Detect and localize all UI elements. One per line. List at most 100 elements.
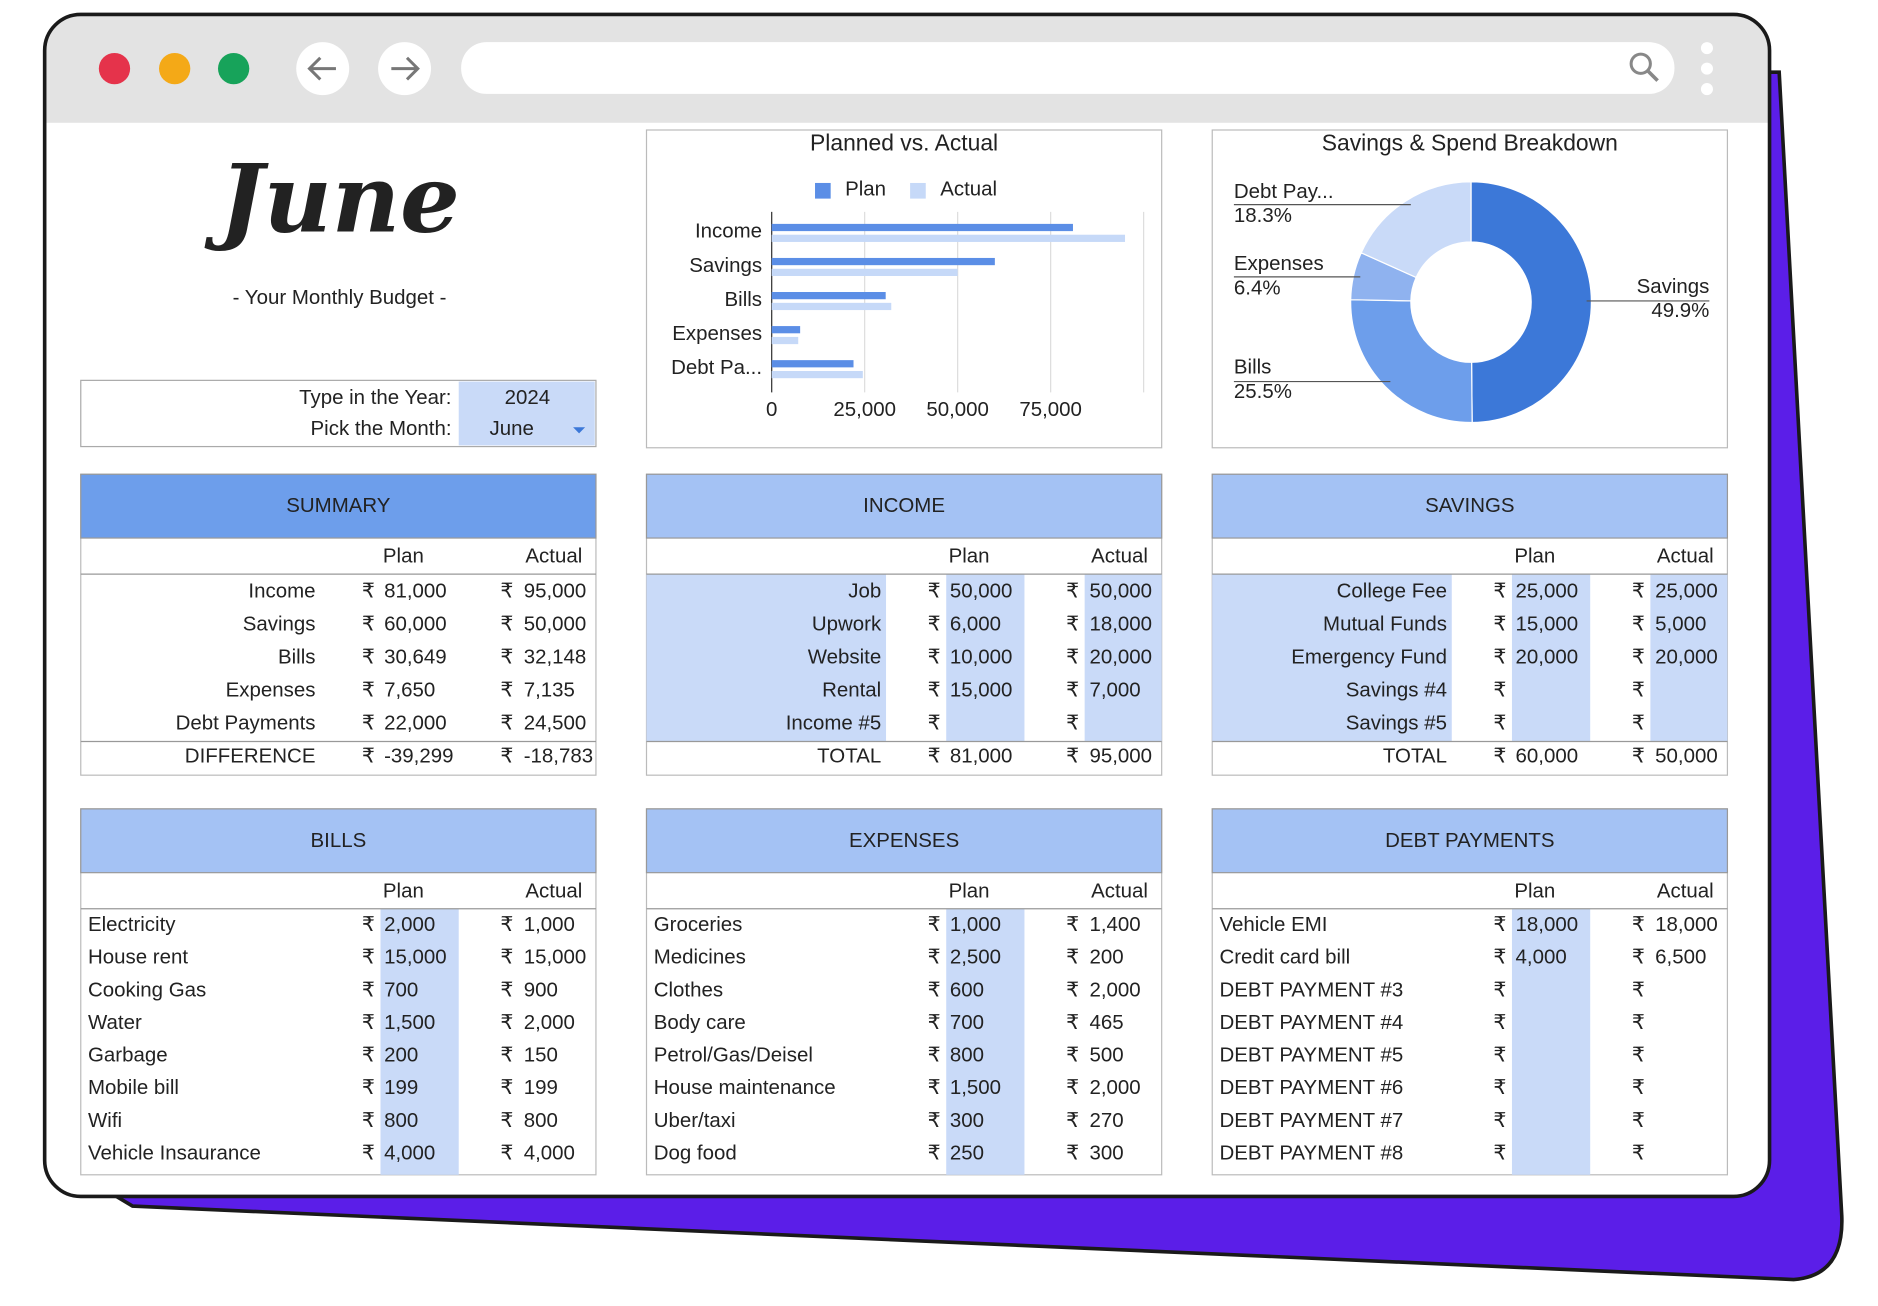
- currency: ₹: [500, 613, 513, 636]
- currency: ₹: [1632, 712, 1645, 735]
- slice-value: 18.3%: [1234, 204, 1292, 227]
- input-column: [380, 908, 459, 1175]
- row-label: DIFFERENCE: [185, 745, 316, 768]
- currency: ₹: [1066, 1076, 1079, 1099]
- year-label: Type in the Year:: [299, 386, 451, 409]
- amount: 22,000: [384, 712, 447, 735]
- currency: ₹: [500, 1109, 513, 1132]
- table-header: [1211, 473, 1729, 539]
- currency: ₹: [928, 679, 941, 702]
- amount: 18,000: [1516, 913, 1579, 936]
- chart-title: Savings & Spend Breakdown: [1322, 129, 1618, 155]
- amount: 15,000: [950, 679, 1013, 702]
- currency: ₹: [1632, 1109, 1645, 1132]
- currency: ₹: [1632, 580, 1645, 603]
- amount: 2,000: [1089, 1076, 1140, 1099]
- currency: ₹: [928, 613, 941, 636]
- row-label: Income #5: [786, 712, 882, 735]
- amount: 4,000: [1516, 946, 1567, 969]
- amount: 2,000: [1089, 978, 1140, 1001]
- month-dropdown[interactable]: June: [490, 417, 534, 440]
- currency: ₹: [500, 1141, 513, 1164]
- row-label: DEBT PAYMENT #8: [1219, 1141, 1403, 1164]
- dropdown-arrow[interactable]: [573, 427, 586, 434]
- column-header: Plan: [383, 879, 424, 902]
- currency: ₹: [928, 580, 941, 603]
- column-header: Plan: [1514, 879, 1555, 902]
- currency: ₹: [1632, 745, 1645, 768]
- currency: ₹: [362, 745, 375, 768]
- input-column: [1212, 574, 1452, 742]
- chart-title: Planned vs. Actual: [810, 129, 998, 155]
- table-title: SUMMARY: [286, 494, 391, 517]
- amount: 60,000: [384, 613, 447, 636]
- amount: 81,000: [950, 745, 1013, 768]
- currency: ₹: [1493, 1109, 1506, 1132]
- row-label: Uber/taxi: [654, 1109, 736, 1132]
- amount: 20,000: [1089, 646, 1152, 669]
- row-label: Savings #5: [1346, 712, 1447, 735]
- currency: ₹: [1493, 946, 1506, 969]
- bar: [771, 234, 1126, 242]
- menu-button[interactable]: [1700, 42, 1713, 96]
- amount: -18,783: [524, 745, 593, 768]
- currency: ₹: [928, 978, 941, 1001]
- minimize-button[interactable]: [159, 52, 191, 85]
- column-header: Actual: [1657, 879, 1714, 902]
- row-label: TOTAL: [1383, 745, 1447, 768]
- currency: ₹: [1066, 946, 1079, 969]
- row-label: Clothes: [654, 978, 723, 1001]
- currency: ₹: [1493, 913, 1506, 936]
- back-button[interactable]: [296, 42, 350, 96]
- currency: ₹: [1066, 679, 1079, 702]
- amount: 300: [950, 1109, 984, 1132]
- currency: ₹: [362, 913, 375, 936]
- bar: [771, 326, 801, 334]
- table-header: [1211, 808, 1729, 874]
- month-title: June: [204, 144, 460, 254]
- row-label: Mobile bill: [88, 1076, 179, 1099]
- address-bar[interactable]: [461, 42, 1675, 94]
- y-tick-label: Income: [695, 220, 762, 243]
- amount: 50,000: [1655, 745, 1718, 768]
- window-frame: [42, 12, 1772, 1199]
- currency: ₹: [362, 1076, 375, 1099]
- amount: 270: [1089, 1109, 1123, 1132]
- forward-button[interactable]: [378, 42, 432, 96]
- x-tick-label: 0: [766, 398, 777, 421]
- currency: ₹: [1493, 1011, 1506, 1034]
- currency: ₹: [1632, 613, 1645, 636]
- currency: ₹: [1493, 613, 1506, 636]
- amount: 2,000: [384, 913, 435, 936]
- row-label: House maintenance: [654, 1076, 836, 1099]
- amount: 2,500: [950, 946, 1001, 969]
- slice-value: 25.5%: [1234, 380, 1292, 403]
- currency: ₹: [1632, 978, 1645, 1001]
- slice-value: 6.4%: [1234, 276, 1281, 299]
- maximize-button[interactable]: [217, 52, 250, 85]
- close-button[interactable]: [98, 52, 131, 85]
- row-label: Debt Payments: [176, 712, 316, 735]
- currency: ₹: [928, 1011, 941, 1034]
- amount: 20,000: [1516, 646, 1579, 669]
- currency: ₹: [1066, 712, 1079, 735]
- amount: 50,000: [524, 613, 587, 636]
- amount: 199: [524, 1076, 558, 1099]
- currency: ₹: [500, 913, 513, 936]
- row-label: Garbage: [88, 1044, 168, 1067]
- amount: 1,500: [950, 1076, 1001, 1099]
- amount: 95,000: [1089, 745, 1152, 768]
- search-icon[interactable]: [1629, 52, 1659, 82]
- bar: [771, 360, 854, 368]
- column-header: Plan: [1514, 545, 1555, 568]
- row-label: Upwork: [812, 613, 882, 636]
- currency: ₹: [362, 580, 375, 603]
- amount: 465: [1089, 1011, 1123, 1034]
- row-label: DEBT PAYMENT #3: [1219, 978, 1403, 1001]
- currency: ₹: [1493, 646, 1506, 669]
- amount: 200: [1089, 946, 1123, 969]
- amount: 1,000: [950, 913, 1001, 936]
- slice-value: 49.9%: [1651, 299, 1709, 322]
- row-label: Groceries: [654, 913, 743, 936]
- amount: 1,400: [1089, 913, 1140, 936]
